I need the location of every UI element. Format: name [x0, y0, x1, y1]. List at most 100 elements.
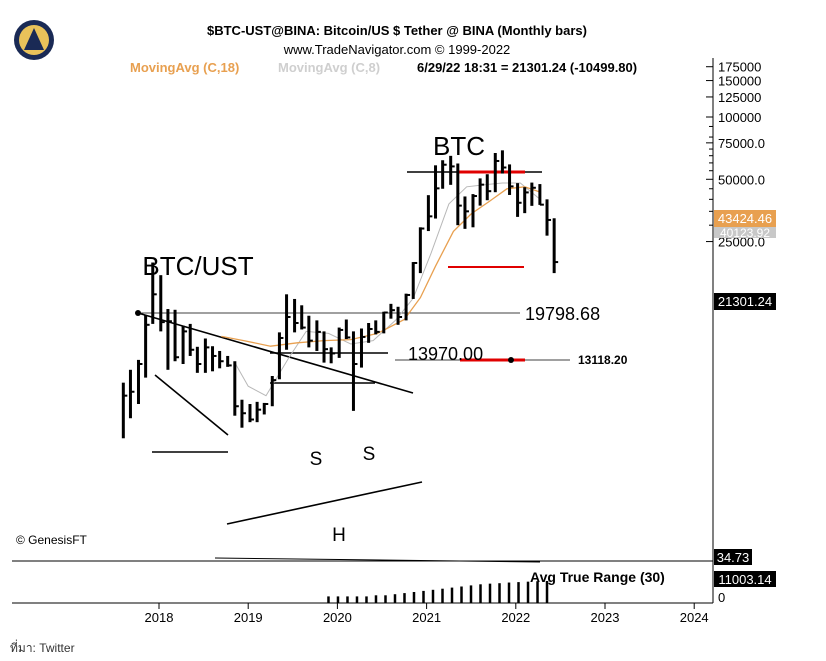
ma8-legend: MovingAvg (C,8): [278, 60, 380, 75]
price-bar: [322, 331, 329, 363]
price-bar: [374, 320, 380, 335]
price-bar: [173, 309, 180, 362]
level-19798-label: 19798.68: [525, 304, 600, 324]
chart-website: www.TradeNavigator.com © 1999-2022: [283, 42, 511, 57]
ma18-price-tag: [714, 210, 776, 227]
y-tick-label: 100000: [718, 110, 761, 125]
price-bar: [315, 320, 321, 351]
x-tick-label: 2020: [323, 610, 352, 625]
price-bar: [389, 303, 395, 319]
last-price-tag-text: 21301.24: [718, 294, 772, 309]
btc-annotation: BTC: [433, 131, 485, 161]
price-bar: [545, 199, 552, 236]
price-bar: [121, 382, 128, 439]
ma18-line: [221, 186, 541, 347]
price-bar: [151, 262, 157, 324]
price-bar: [471, 194, 477, 228]
price-bar: [166, 309, 172, 370]
genesis-credit: © GenesisFT: [16, 533, 88, 547]
price-bar: [195, 346, 202, 373]
atr-top-tag-text: 34.73: [717, 550, 750, 565]
level-13118-label: 13118.20: [578, 353, 628, 367]
ma8-price-tag-text: 40123.92: [720, 226, 770, 240]
price-bar: [441, 160, 447, 189]
quote-readout: 6/29/22 18:31 = 21301.24 (-10499.80): [417, 60, 637, 75]
price-bar: [144, 315, 150, 378]
price-bar: [211, 346, 217, 372]
y-tick-label: 175000: [718, 60, 761, 75]
price-bar: [552, 218, 559, 274]
price-bar: [136, 359, 143, 405]
price-bar: [456, 163, 462, 226]
price-bar: [218, 350, 224, 369]
chart-title: $BTC-UST@BINA: Bitcoin/US $ Tether @ BIN…: [207, 23, 587, 38]
price-bar: [418, 227, 425, 274]
atr-top-tag: [714, 549, 752, 565]
shoulder-right-label: S: [363, 444, 376, 465]
price-bar: [516, 183, 522, 217]
price-bar: [508, 164, 514, 195]
price-bar: [128, 369, 135, 419]
price-bar: [538, 184, 544, 206]
price-bar: [530, 182, 536, 206]
price-bar: [248, 404, 254, 423]
pivot-dot: [135, 310, 141, 316]
ascending-trendline: [226, 481, 423, 525]
head-label: H: [332, 525, 346, 546]
price-bar: [344, 319, 351, 340]
shoulder-left-label: S: [310, 449, 323, 470]
price-bar: [478, 178, 485, 206]
atr-zero-label: 0: [718, 590, 725, 605]
y-tick-label: 50000.0: [718, 172, 765, 187]
x-tick-label: 2021: [412, 610, 441, 625]
price-bar: [293, 298, 299, 333]
price-bar: [434, 165, 440, 219]
y-tick-label: 25000.0: [718, 235, 765, 250]
price-bar: [203, 338, 210, 373]
price-bar: [351, 331, 358, 411]
x-tick-label: 2019: [234, 610, 263, 625]
price-bar: [188, 323, 195, 356]
price-bar: [329, 347, 336, 364]
y-tick-label: 125000: [718, 90, 761, 105]
price-bar: [426, 195, 433, 232]
price-bar: [159, 275, 165, 332]
price-bar: [262, 402, 269, 415]
price-bar: [300, 305, 306, 330]
x-axis-ticks: 2018 2019 2020 2021 2022 2023 2024: [145, 603, 709, 625]
btc-ust-annotation: BTC/UST: [142, 251, 253, 281]
last-price-tag: [714, 293, 776, 310]
y-tick-label: 75000.0: [718, 136, 765, 151]
level-13970-label: 13970.00: [408, 344, 483, 364]
price-bar: [285, 294, 291, 350]
price-bar: [493, 152, 500, 193]
price-bar: [270, 375, 277, 407]
price-bar: [255, 401, 262, 423]
ma18-legend: MovingAvg (C,18): [130, 60, 239, 75]
price-bar: [404, 293, 411, 321]
source-note: ที่มา: Twitter: [10, 639, 75, 655]
price-bar: [277, 332, 284, 380]
price-bar: [181, 325, 188, 365]
price-bars: [121, 150, 559, 439]
price-bar: [485, 174, 492, 201]
price-bar: [367, 323, 373, 343]
atr-value-tag-text: 11003.14: [718, 572, 771, 587]
inner-downtrend-line: [154, 374, 229, 436]
price-bar: [411, 261, 418, 299]
logo-icon: [14, 20, 54, 60]
price-bar: [359, 328, 366, 368]
price-bar: [240, 399, 246, 428]
atr-value-tag: [714, 571, 776, 587]
ma18-price-tag-text: 43424.46: [718, 211, 772, 226]
atr-top-line: [214, 557, 541, 563]
x-tick-label: 2022: [501, 610, 530, 625]
price-bar: [233, 361, 239, 416]
price-bar: [523, 187, 529, 214]
x-tick-label: 2018: [145, 610, 174, 625]
x-tick-label: 2024: [680, 610, 709, 625]
price-bar: [500, 150, 507, 174]
ma8-price-tag: [714, 227, 776, 238]
